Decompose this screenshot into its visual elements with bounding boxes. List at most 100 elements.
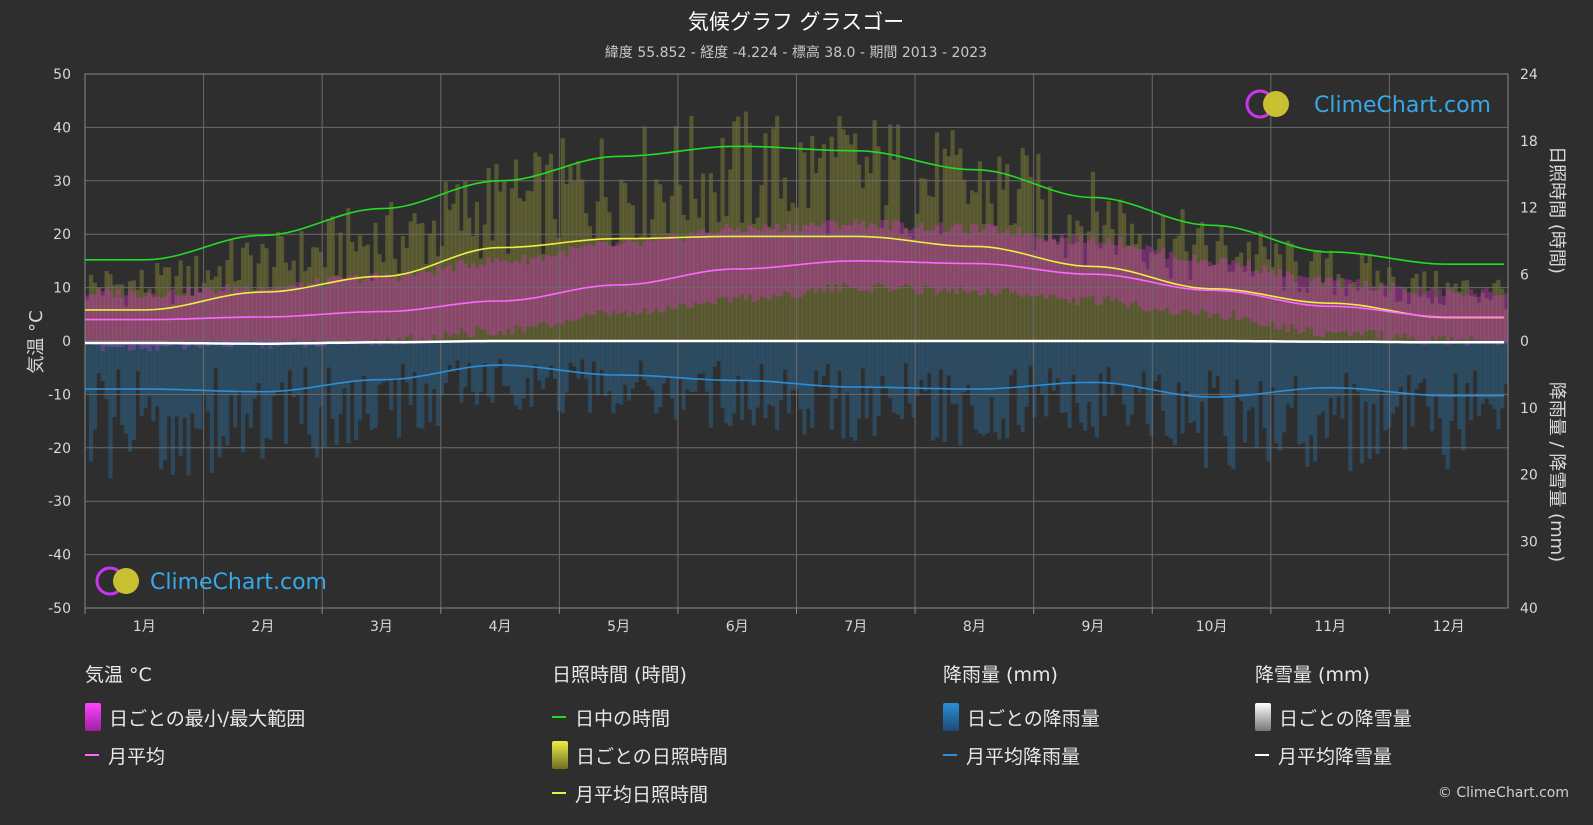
daily-rain-bar xyxy=(884,341,889,388)
daily-sunshine-bar xyxy=(1102,224,1107,341)
daily-rain-bar xyxy=(724,341,729,424)
daily-sunshine-bar xyxy=(1106,200,1111,341)
daily-rain-bar xyxy=(1363,341,1368,402)
daily-rain-bar xyxy=(1359,341,1365,464)
daily-sunshine-bar xyxy=(365,244,370,341)
daily-sunshine-bar xyxy=(529,191,534,341)
daily-rain-bar xyxy=(248,341,253,428)
daily-rain-bar xyxy=(853,341,858,441)
daily-rain-bar xyxy=(1504,341,1509,384)
daily-temp-range-bar xyxy=(1157,253,1162,311)
daily-sunshine-bar xyxy=(1258,231,1263,341)
daily-temp-range-bar xyxy=(1055,241,1060,299)
legend-temp-avg-label: 月平均 xyxy=(108,745,166,768)
daily-rain-bar xyxy=(763,341,768,419)
daily-sunshine-bar xyxy=(240,247,246,341)
daily-temp-range-bar xyxy=(470,263,476,337)
daily-temp-range-bar xyxy=(307,283,312,345)
daily-temp-range-bar xyxy=(443,267,448,332)
daily-temp-range-bar xyxy=(159,297,164,347)
daily-rain-bar xyxy=(1141,341,1146,372)
daily-temp-range-bar xyxy=(225,284,230,347)
daily-rain-bar xyxy=(1422,341,1427,379)
daily-temp-range-bar xyxy=(580,246,585,317)
daily-temp-range-bar xyxy=(1394,286,1400,335)
daily-rain-bar xyxy=(958,341,963,446)
daily-rain-bar xyxy=(704,341,710,392)
daily-rain-bar xyxy=(291,341,296,398)
daily-sunshine-bar xyxy=(697,217,702,341)
daily-rain-bar xyxy=(1469,341,1474,421)
daily-temp-range-bar xyxy=(942,231,947,289)
daily-temp-range-bar xyxy=(1359,287,1365,336)
daily-rain-bar xyxy=(1437,341,1443,419)
right-bottom-tick-label: 40 xyxy=(1520,601,1538,617)
daily-sunshine-bar xyxy=(1223,245,1228,341)
daily-sunshine-bar xyxy=(950,130,955,341)
daily-temp-range-bar xyxy=(342,281,347,342)
snow-daily-swatch xyxy=(1255,703,1271,731)
daily-temp-range-bar xyxy=(315,277,320,347)
daily-rain-bar xyxy=(587,341,593,413)
daily-rain-bar xyxy=(1453,341,1458,374)
sun-avg-swatch xyxy=(552,792,566,794)
daily-rain-bar xyxy=(96,341,101,373)
daily-sunshine-bar xyxy=(299,231,304,341)
daily-sunshine-bar xyxy=(334,275,339,341)
daily-sunshine-bar xyxy=(346,208,351,341)
daily-rain-bar xyxy=(860,341,866,369)
daily-temp-range-bar xyxy=(802,224,807,295)
daily-rain-bar xyxy=(467,341,472,363)
daily-rain-bar xyxy=(1500,341,1505,409)
daily-rain-bar xyxy=(1192,341,1197,421)
daily-rain-bar xyxy=(973,341,979,430)
daily-sunshine-bar xyxy=(435,256,441,341)
daily-temp-range-bar xyxy=(747,225,752,295)
daily-sunshine-bar xyxy=(420,222,425,341)
daily-sunshine-bar xyxy=(1336,274,1341,341)
daily-temp-range-bar xyxy=(732,230,737,298)
daily-rain-bar xyxy=(377,341,382,385)
daily-temp-range-bar xyxy=(1430,288,1435,337)
daily-rain-bar xyxy=(1449,341,1454,421)
daily-temp-range-bar xyxy=(1028,234,1033,297)
daily-temp-range-bar xyxy=(1110,244,1115,302)
daily-temp-range-bar xyxy=(96,288,101,345)
daily-rain-bar xyxy=(1285,341,1290,405)
daily-rain-bar xyxy=(1024,341,1029,407)
daily-temp-range-bar xyxy=(1040,239,1045,295)
daily-temp-range-bar xyxy=(1149,246,1154,311)
daily-rain-bar xyxy=(435,341,441,427)
daily-sunshine-bar xyxy=(1254,254,1259,341)
daily-rain-bar xyxy=(1219,341,1224,397)
daily-temp-range-bar xyxy=(420,268,425,339)
daily-rain-bar xyxy=(685,341,690,390)
daily-rain-bar xyxy=(1067,341,1072,428)
daily-sunshine-bar xyxy=(1465,280,1470,341)
daily-rain-bar xyxy=(552,341,558,379)
rain-avg-swatch xyxy=(943,754,957,756)
daily-sunshine-bar xyxy=(934,132,940,341)
daily-temp-range-bar xyxy=(1161,247,1166,311)
daily-sunshine-bar xyxy=(572,180,577,341)
daily-sunshine-bar xyxy=(135,289,140,341)
daily-sunshine-bar xyxy=(1328,250,1333,341)
daily-sunshine-bar xyxy=(1083,267,1088,341)
logo-bottom[interactable]: ClimeChart.com xyxy=(95,566,327,596)
daily-rain-bar xyxy=(1200,341,1205,402)
daily-sunshine-bar xyxy=(845,134,850,341)
daily-rain-bar xyxy=(1145,341,1150,424)
daily-sunshine-bar xyxy=(104,270,109,341)
logo-top[interactable]: ClimeChart.com xyxy=(1245,89,1491,119)
daily-sunshine-bar xyxy=(876,146,881,341)
daily-sunshine-bar xyxy=(751,223,756,341)
daily-temp-range-bar xyxy=(268,288,273,349)
daily-temp-range-bar xyxy=(595,241,600,312)
daily-sunshine-bar xyxy=(720,137,725,341)
rain-daily-swatch xyxy=(943,703,959,731)
daily-temp-range-bar xyxy=(591,245,597,316)
daily-rain-bar xyxy=(1184,341,1189,392)
daily-sunshine-bar xyxy=(1161,215,1166,341)
daily-sunshine-bar xyxy=(1484,297,1489,341)
daily-rain-bar xyxy=(276,341,281,390)
